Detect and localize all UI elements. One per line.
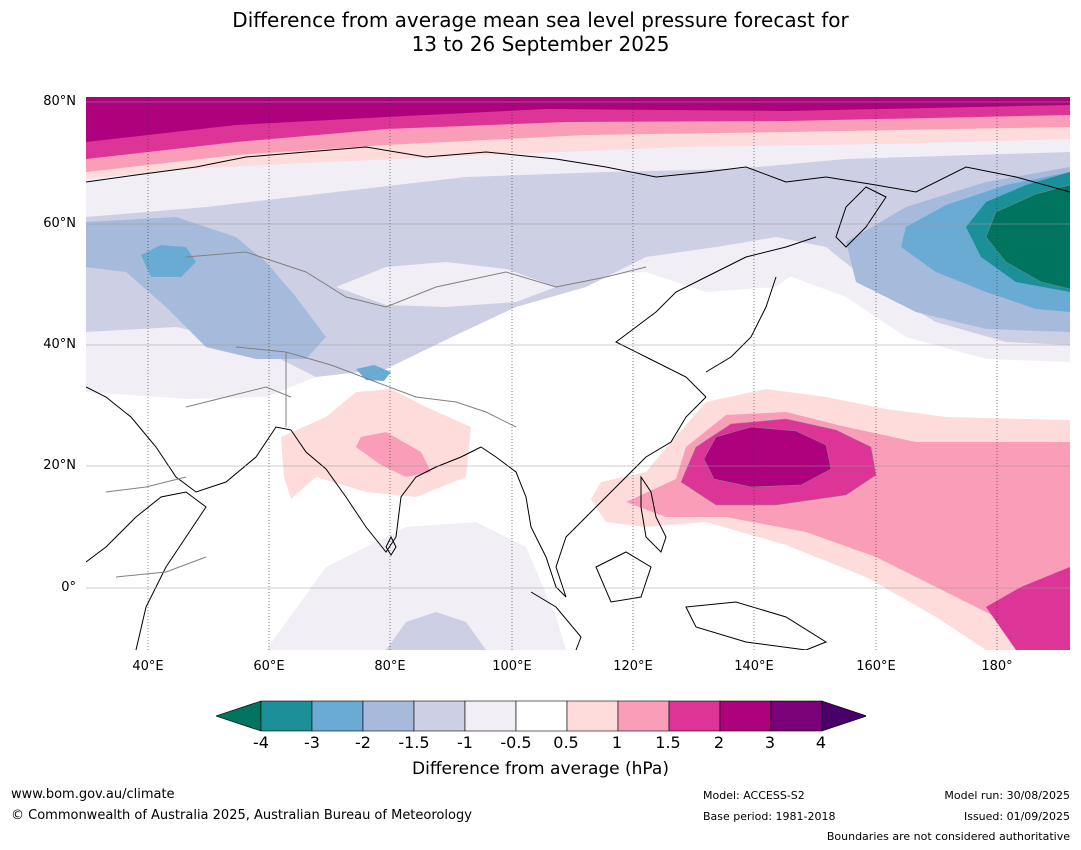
footer-website: www.bom.gov.au/climate — [11, 787, 175, 802]
colorbar-label: 3 — [764, 733, 776, 752]
parallels — [86, 101, 1070, 589]
lon-label-120e: 120°E — [613, 659, 653, 674]
colorbar-swatch — [515, 700, 568, 732]
footer-issued: Issued: 01/09/2025 — [963, 810, 1070, 823]
coastline-eurasia-north — [86, 146, 1070, 193]
lon-label-60e: 60°E — [253, 659, 285, 674]
colorbar-swatch — [413, 700, 466, 732]
colorbar-swatch — [719, 700, 772, 732]
footer-model-run: Model run: 30/08/2025 — [944, 789, 1070, 802]
colorbar-label: 1.5 — [655, 733, 681, 752]
colorbar-swatch — [668, 700, 721, 732]
coastline-philippines — [640, 475, 667, 553]
map-canvas — [86, 97, 1070, 650]
lat-label-60n: 60°N — [43, 216, 76, 231]
lon-label-40e: 40°E — [132, 659, 164, 674]
footer-copyright: © Commonwealth of Australia 2025, Austra… — [11, 808, 472, 823]
colorbar-extend-high — [821, 700, 868, 732]
footer-disclaimer: Boundaries are not considered authoritat… — [826, 830, 1070, 843]
footer-base-period: Base period: 1981-2018 — [703, 810, 836, 823]
lat-label-20n: 20°N — [43, 458, 76, 473]
coastline-japan — [705, 276, 777, 373]
lon-label-160e: 160°E — [856, 659, 896, 674]
colorbar-label: -4 — [253, 733, 269, 752]
colorbar-label: -3 — [304, 733, 320, 752]
contour-outlines — [680, 184, 1070, 506]
anomaly-region-positive-pacific-2 — [704, 427, 831, 487]
coastline-africa-horn — [86, 491, 207, 650]
coastline-sumatra — [530, 591, 582, 650]
lon-label-140e: 140°E — [734, 659, 774, 674]
anomaly-region-negative-minus2 — [141, 245, 196, 277]
meridians — [147, 97, 998, 650]
anomaly-region-negative-minus2-tibet — [356, 365, 391, 381]
coastline-kamchatka — [835, 186, 887, 248]
lon-label-100e: 100°E — [492, 659, 532, 674]
colorbar-swatch — [566, 700, 619, 732]
anomaly-region-negative-light-south — [266, 522, 566, 650]
footer-model: Model: ACCESS-S2 — [703, 789, 805, 802]
coastline-southeast-asia — [480, 396, 707, 598]
coastline-borneo — [595, 551, 652, 603]
colorbar-swatch — [311, 700, 364, 732]
colorbar-label: 0.5 — [553, 733, 579, 752]
lat-label-equator: 0° — [61, 580, 76, 595]
colorbar-extend-low — [215, 700, 262, 732]
colorbar — [215, 700, 868, 736]
coastline-west-asia — [86, 386, 292, 493]
anomaly-region-negative-minus4 — [986, 185, 1070, 289]
lon-label-80e: 80°E — [374, 659, 406, 674]
colorbar-swatch — [617, 700, 670, 732]
colorbar-swatch — [260, 700, 313, 732]
map-title-line-2: 13 to 26 September 2025 — [411, 32, 670, 56]
coastline-east-asia — [615, 236, 817, 398]
coastlines — [86, 146, 1070, 650]
colorbar-swatch — [362, 700, 415, 732]
hole-neutral-far-east — [646, 257, 806, 292]
lat-label-40n: 40°N — [43, 337, 76, 352]
colorbar-swatch — [770, 700, 823, 732]
country-borders — [105, 251, 647, 578]
colorbar-label: -1 — [457, 733, 473, 752]
colorbar-label: 2 — [713, 733, 725, 752]
pressure-anomaly-map — [86, 97, 1070, 650]
anomaly-region-negative-minus1-south — [386, 612, 486, 650]
coastline-sri-lanka — [385, 535, 397, 556]
anomaly-region-positive-north-2 — [86, 97, 1070, 142]
colorbar-label: 4 — [815, 733, 827, 752]
anomaly-region-negative-minus1 — [86, 152, 1070, 377]
coastline-new-guinea — [685, 601, 828, 650]
colorbar-label: -1.5 — [398, 733, 430, 752]
colorbar-label: -0.5 — [500, 733, 532, 752]
colorbar-swatch — [464, 700, 517, 732]
lon-label-180: 180° — [981, 659, 1013, 674]
colorbar-title: Difference from average (hPa) — [412, 759, 669, 779]
colorbar-label: -2 — [355, 733, 371, 752]
lat-label-80n: 80°N — [43, 94, 76, 109]
colorbar-label: 1 — [611, 733, 623, 752]
colorbar-swatches — [215, 700, 868, 732]
map-title-line-1: Difference from average mean sea level p… — [232, 8, 849, 32]
